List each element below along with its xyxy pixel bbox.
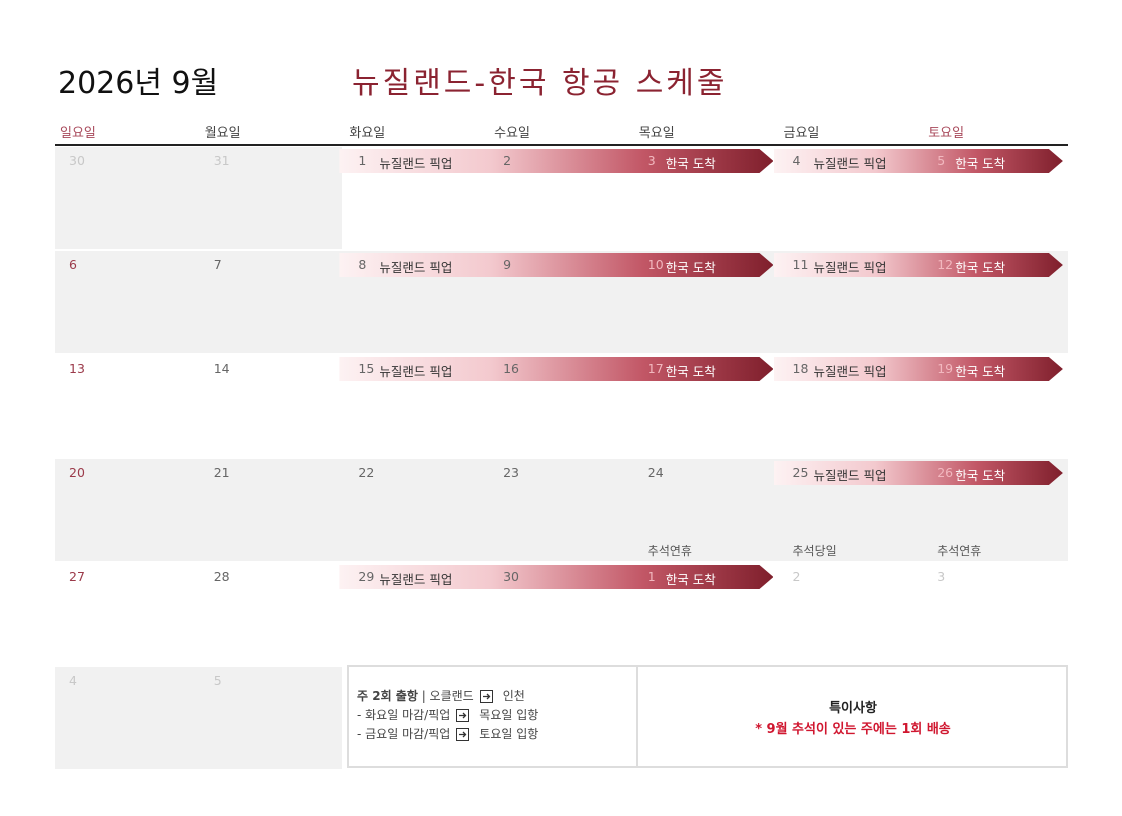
pickup-label: 뉴질랜드 픽업 — [813, 468, 887, 483]
arrival-label: 한국 도착 — [955, 364, 1006, 379]
day-number: 2 — [792, 569, 801, 584]
row-shade — [55, 147, 343, 249]
day-number: 4 — [792, 153, 801, 168]
title: 2026년 9월 — [58, 66, 219, 101]
schedule-head: 주 2회 출항 | 오클랜드 인천 — [357, 687, 538, 706]
arrival-label: 한국 도착 — [665, 572, 716, 587]
day-number: 4 — [69, 673, 77, 688]
divider — [636, 667, 638, 768]
day-number: 26 — [937, 465, 954, 480]
arrow-icon — [479, 690, 493, 703]
day-number: 22 — [358, 465, 375, 480]
route-banner — [774, 253, 1063, 277]
day-number: 17 — [647, 361, 664, 376]
holiday-note: 추석당일 — [792, 544, 837, 558]
schedule-line: - 금요일 마감/픽업 토요일 입항 — [357, 725, 538, 744]
day-number: 30 — [503, 569, 519, 584]
day-number: 3 — [937, 569, 946, 584]
day-number: 8 — [358, 257, 367, 272]
notice-text: * 9월 추석이 있는 주에는 1회 배송 — [755, 722, 951, 737]
row-shade — [55, 667, 343, 769]
holiday-note: 추석연휴 — [937, 544, 982, 558]
arrival-label: 한국 도착 — [955, 468, 1006, 483]
day-number: 21 — [213, 465, 230, 480]
schedule-line: - 화요일 마감/픽업 목요일 입항 — [357, 706, 538, 725]
day-number: 1 — [358, 153, 367, 168]
pickup-label: 뉴질랜드 픽업 — [813, 260, 887, 275]
pickup-label: 뉴질랜드 픽업 — [813, 156, 887, 171]
day-number: 1 — [647, 569, 656, 584]
day-number: 2 — [503, 153, 512, 168]
arrival-label: 한국 도착 — [955, 260, 1006, 275]
day-number: 13 — [69, 361, 85, 376]
route-banner — [774, 149, 1063, 173]
line-from: - 금요일 마감/픽업 — [357, 727, 451, 741]
pickup-label: 뉴질랜드 픽업 — [379, 364, 453, 379]
day-number: 5 — [213, 673, 222, 688]
holiday-note: 추석연휴 — [647, 544, 692, 558]
day-number: 25 — [792, 465, 809, 480]
info-box: 주 2회 출항 | 오클랜드 인천 - 화요일 마감/픽업 목요일 입항 - 금요일… — [347, 665, 1068, 768]
day-number: 16 — [503, 361, 519, 376]
weekday-label: 일요일 — [60, 126, 96, 141]
weekday-label: 월요일 — [204, 126, 241, 141]
route-banner — [774, 357, 1063, 381]
arrow-icon — [456, 728, 470, 741]
day-number: 11 — [792, 257, 809, 272]
day-number: 10 — [647, 257, 664, 272]
pickup-label: 뉴질랜드 픽업 — [379, 260, 453, 275]
subtitle: 뉴질랜드-한국 항공 스케줄 — [352, 66, 728, 101]
weekday-label: 목요일 — [638, 126, 675, 141]
day-number: 3 — [647, 153, 656, 168]
day-number: 20 — [69, 465, 85, 480]
day-number: 18 — [792, 361, 809, 376]
pickup-label: 뉴질랜드 픽업 — [379, 156, 453, 171]
arrival-label: 한국 도착 — [665, 364, 716, 379]
line-to: 목요일 입항 — [479, 708, 539, 722]
schedule-info: 주 2회 출항 | 오클랜드 인천 - 화요일 마감/픽업 목요일 입항 - 금요일… — [357, 687, 538, 744]
notice: 특이사항 * 9월 추석이 있는 주에는 1회 배송 — [638, 697, 1068, 737]
day-number: 30 — [69, 153, 85, 168]
day-number: 7 — [213, 257, 222, 272]
arrow-icon — [456, 709, 470, 722]
day-number: 9 — [503, 257, 512, 272]
notice-title: 특이사항 — [829, 701, 877, 716]
route-banner — [339, 149, 773, 173]
day-number: 24 — [647, 465, 664, 480]
line-to: 토요일 입항 — [479, 727, 539, 741]
route-banner — [774, 461, 1063, 485]
arrival-label: 한국 도착 — [955, 156, 1006, 171]
weekday-label: 토요일 — [928, 126, 965, 141]
day-number: 14 — [213, 361, 230, 376]
route-banner — [339, 357, 773, 381]
day-number: 5 — [937, 153, 946, 168]
arrival-label: 한국 도착 — [665, 156, 716, 171]
day-number: 15 — [358, 361, 375, 376]
day-number: 19 — [937, 361, 954, 376]
weekday-label: 수요일 — [494, 126, 530, 141]
pickup-label: 뉴질랜드 픽업 — [813, 364, 887, 379]
day-number: 6 — [69, 257, 77, 272]
header-rule — [55, 144, 1068, 146]
day-number: 28 — [213, 569, 230, 584]
day-number: 31 — [213, 153, 230, 168]
day-number: 23 — [503, 465, 519, 480]
schedule-title: 주 2회 출항 — [357, 689, 418, 703]
route-to: 인천 — [502, 689, 525, 703]
route-banner — [339, 253, 773, 277]
day-number: 29 — [358, 569, 375, 584]
pickup-label: 뉴질랜드 픽업 — [379, 572, 453, 587]
route-from: | 오클랜드 — [421, 689, 474, 703]
day-number: 12 — [937, 257, 954, 272]
route-banner — [339, 565, 773, 589]
day-number: 27 — [69, 569, 85, 584]
line-from: - 화요일 마감/픽업 — [357, 708, 451, 722]
weekday-label: 금요일 — [783, 126, 820, 141]
weekday-label: 화요일 — [349, 126, 386, 141]
arrival-label: 한국 도착 — [665, 260, 716, 275]
